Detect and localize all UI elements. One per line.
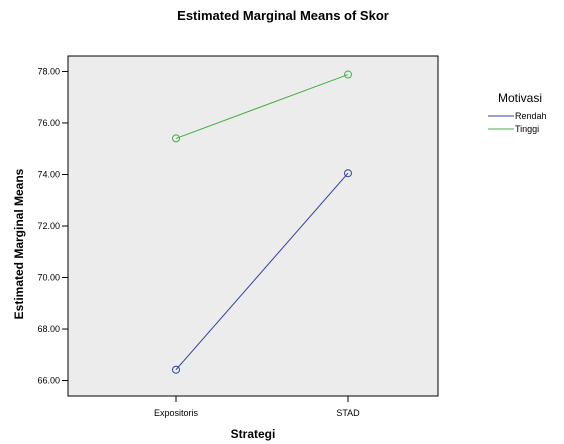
chart-title: Estimated Marginal Means of Skor — [177, 8, 389, 23]
legend: Motivasi Rendah Tinggi — [488, 91, 547, 134]
series-rendah — [172, 169, 352, 374]
legend-label: Rendah — [515, 111, 547, 121]
series-line — [175, 74, 349, 139]
y-axis: 66.00 68.00 70.00 72.00 74.00 76.00 78.00 — [37, 66, 68, 386]
y-tick-label: 74.00 — [37, 169, 60, 179]
y-tick-label: 70.00 — [37, 273, 60, 283]
x-axis: Expositoris STAD — [154, 396, 360, 418]
data-point — [172, 134, 180, 143]
series-tinggi — [172, 70, 352, 143]
y-tick-label: 76.00 — [37, 118, 60, 128]
series-line — [175, 172, 349, 371]
x-tick-label: Expositoris — [154, 408, 199, 418]
y-tick-label: 72.00 — [37, 221, 60, 231]
legend-label: Tinggi — [515, 124, 539, 134]
x-tick-label: STAD — [336, 408, 360, 418]
y-tick-label: 78.00 — [37, 66, 60, 76]
plot-area — [67, 55, 439, 397]
data-point — [344, 70, 352, 79]
legend-title: Motivasi — [498, 91, 542, 105]
series-group — [172, 70, 352, 374]
y-tick-label: 66.00 — [37, 376, 60, 386]
y-tick-label: 68.00 — [37, 324, 60, 334]
x-axis-title: Strategi — [231, 427, 276, 441]
y-axis-title: Estimated Marginal Means — [12, 168, 26, 319]
data-point — [344, 169, 352, 178]
data-point — [172, 365, 180, 374]
